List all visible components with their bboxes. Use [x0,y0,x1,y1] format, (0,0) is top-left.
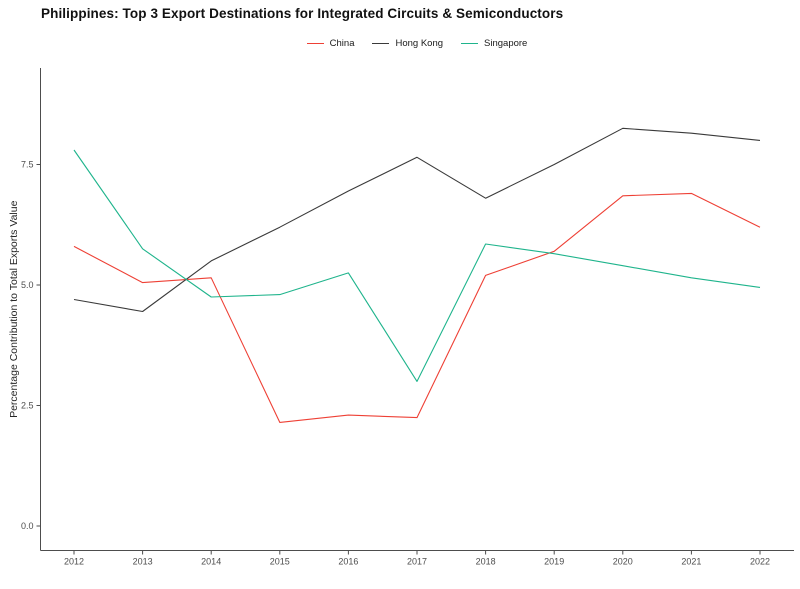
legend: China Hong Kong Singapore [40,38,794,49]
x-tick-label: 2018 [476,557,496,567]
x-tick-label: 2012 [64,557,84,567]
x-tick-label: 2020 [613,557,633,567]
y-tick-label: 0.0 [21,521,34,531]
legend-label: Hong Kong [395,38,444,49]
legend-label: China [329,38,355,49]
legend-line-swatch [306,43,324,44]
y-tick-label: 5.0 [21,280,34,290]
x-tick-label: 2022 [750,557,770,567]
x-tick-label: 2013 [133,557,153,567]
legend-item-hong-kong: Hong Kong [372,38,443,49]
x-tick-label: 2017 [407,557,427,567]
legend-line-swatch [461,43,479,44]
y-axis-title: Percentage Contribution to Total Exports… [8,200,20,417]
legend-line-swatch [372,43,390,44]
y-tick-label: 2.5 [21,401,34,411]
x-tick-label: 2015 [270,557,290,567]
line-china [73,192,761,423]
y-tick-label: 7.5 [21,160,34,170]
chart-title: Philippines: Top 3 Export Destinations f… [41,6,564,21]
line-singapore [73,149,761,382]
legend-item-china: China [306,38,355,49]
x-tick-label: 2021 [681,557,701,567]
legend-label: Singapore [484,38,528,49]
line-hong-kong [73,127,761,313]
x-tick-label: 2019 [544,557,564,567]
x-tick-label: 2014 [201,557,221,567]
x-tick-label: 2016 [338,557,358,567]
legend-item-singapore: Singapore [461,38,527,49]
